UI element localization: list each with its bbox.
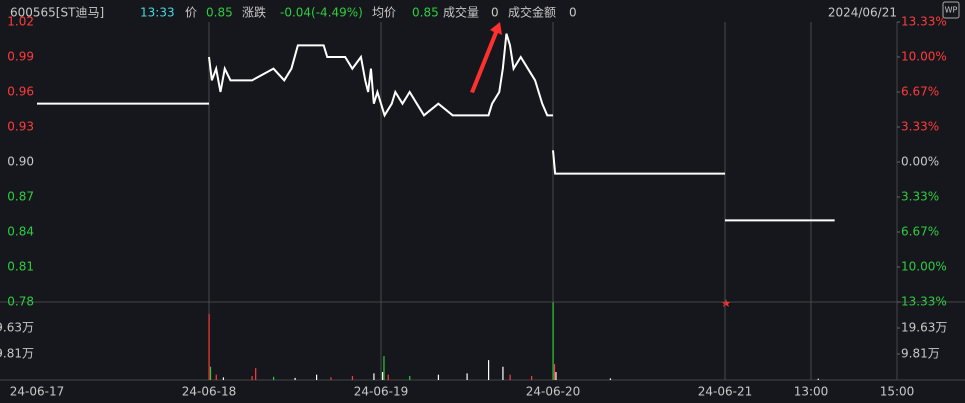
x-tick-label: 13:00: [794, 385, 829, 399]
y2-tick-label: 0.00%: [901, 155, 939, 169]
change-label: 涨跌: [242, 5, 266, 20]
y2-tick-label: 3.33%: [901, 189, 939, 203]
volume-bar: [552, 302, 554, 380]
volume-bar: [509, 374, 511, 380]
volume-bar: [373, 373, 375, 380]
date: 2024/06/21: [828, 6, 897, 20]
x-tick-label: 24-06-20: [526, 385, 580, 399]
price-line: [380, 33, 553, 118]
marker-star: [722, 299, 730, 307]
y2-tick-label: 13.33%: [901, 295, 947, 309]
y2-tick-label: 13.33%: [901, 15, 947, 29]
volume-bar: [488, 360, 490, 380]
volume-bar: [273, 376, 275, 380]
x-tick-label: 15:00: [880, 385, 915, 399]
change: -0.04(-4.49%): [280, 6, 363, 20]
y-tick-label: 1.02: [7, 15, 34, 29]
y-tick-label: 9.81万: [0, 347, 34, 361]
volume-bar: [553, 364, 556, 380]
y-tick-label: 0.96: [7, 85, 34, 99]
volume-bar: [437, 374, 440, 380]
y-tick-label: 0.87: [7, 190, 34, 204]
y-tick-label: 19.63万: [0, 320, 34, 334]
y-tick-label: 0.93: [7, 120, 34, 134]
price-label: 价: [185, 6, 197, 20]
time: 13:33: [140, 6, 175, 20]
volume-bar: [383, 356, 385, 380]
volume-bar: [215, 374, 217, 380]
price: 0.85: [206, 6, 233, 20]
y-tick-label: 0.84: [7, 225, 34, 239]
volume-bar: [817, 378, 819, 380]
volume-bar: [381, 372, 384, 380]
volume-bar: [409, 376, 411, 380]
volume-bar: [466, 373, 468, 380]
y-tick-label-right: 9.81万: [901, 347, 940, 361]
volume-bar: [555, 372, 557, 380]
volume-bar: [609, 378, 612, 380]
y-tick-label-right: 19.63万: [901, 320, 947, 334]
volume-bar: [351, 376, 354, 380]
volume-label: 成交量: [443, 5, 479, 20]
volume-bar: [387, 374, 389, 380]
volume-bar: [294, 377, 296, 380]
y2-tick-label: 10.00%: [901, 49, 947, 63]
price-line: [552, 150, 725, 175]
avg: 0.85: [412, 6, 439, 20]
y-tick-label: 0.81: [7, 260, 34, 274]
annotation-arrow: [470, 22, 502, 93]
volume-bar: [502, 366, 504, 380]
icon-box[interactable]: [942, 1, 960, 19]
y2-tick-label: 6.67%: [901, 84, 939, 98]
volume-bar: [330, 377, 332, 380]
volume-bar: [209, 366, 212, 380]
price-line: [208, 44, 382, 104]
avg-label: 均价: [372, 6, 396, 20]
header: 600565[ST迪马] 13:33 价 0.85 涨跌 -0.04(-4.49…: [10, 1, 960, 20]
y2-tick-label: 3.33%: [901, 120, 939, 134]
x-tick-label: 24-06-21: [698, 385, 752, 399]
y-tick-label: 0.78: [7, 295, 34, 309]
code: 600565[ST迪马]: [10, 6, 104, 20]
y2-tick-label: 6.67%: [901, 225, 939, 239]
x-tick-label: 24-06-18: [182, 385, 236, 399]
x-tick-label: 24-06-19: [354, 385, 408, 399]
volume-bar: [208, 314, 210, 380]
amount: 0: [569, 6, 577, 20]
volume-bar: [222, 377, 225, 380]
y-tick-label: 0.99: [7, 50, 34, 64]
y2-tick-label: 10.00%: [901, 260, 947, 274]
volume-bar: [255, 368, 257, 380]
icon[interactable]: WP: [945, 6, 958, 15]
volume-bar: [316, 374, 318, 380]
x-tick-label: 24-06-17: [10, 385, 64, 399]
volume: 0: [491, 6, 499, 20]
volume-bar: [251, 376, 253, 380]
amount-label: 成交金额: [508, 5, 556, 20]
volume-bar: [531, 376, 533, 380]
y-tick-label: 0.90: [7, 155, 34, 169]
